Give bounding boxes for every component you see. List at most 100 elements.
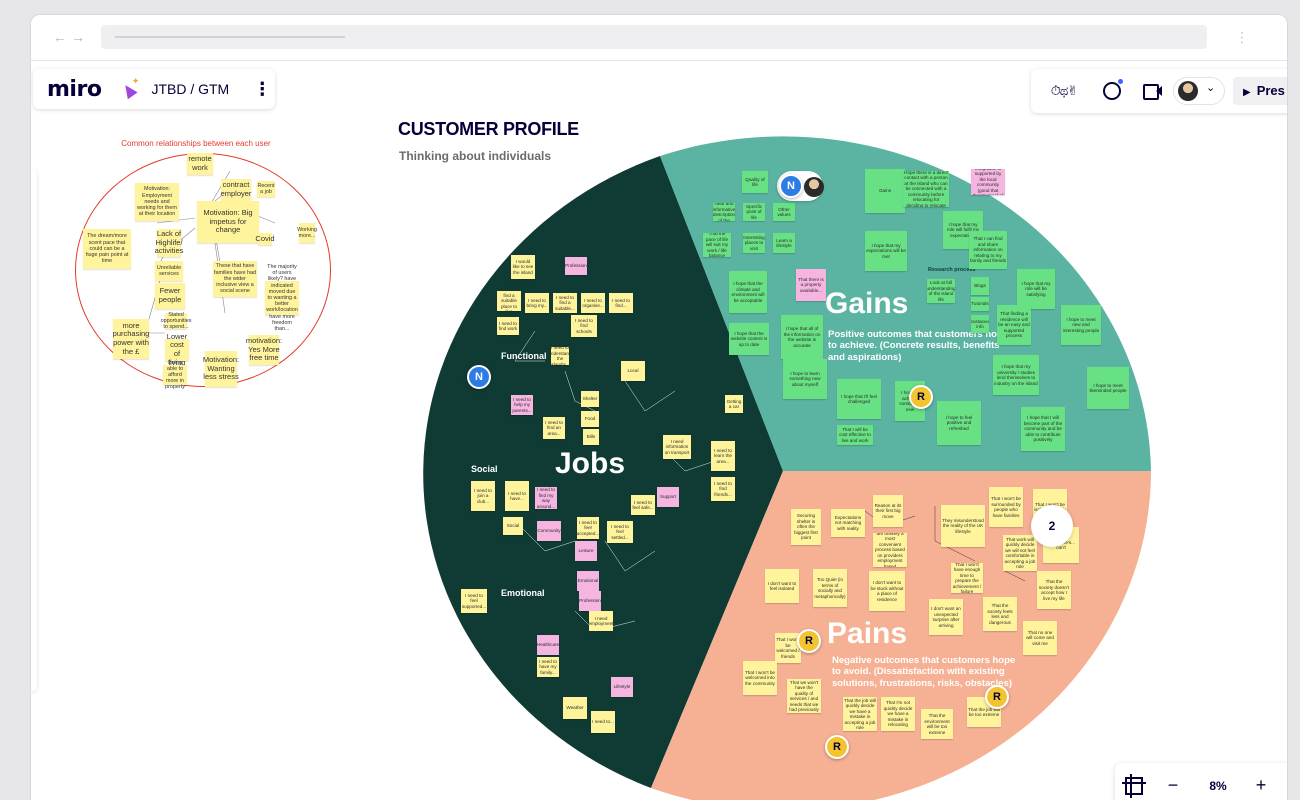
pain-sticky-note[interactable]: Reason to they are unlikely a most conve… bbox=[873, 533, 907, 567]
job-sticky-note[interactable]: I need to join a club... bbox=[471, 481, 495, 511]
pain-sticky-note[interactable]: That we won't have the quality of servic… bbox=[787, 679, 821, 713]
relationship-note[interactable]: motivation: Yes More free time bbox=[246, 335, 282, 365]
job-sticky-note[interactable]: Community bbox=[537, 521, 561, 541]
pain-sticky-note[interactable]: Securing shelter is often the biggest fi… bbox=[791, 509, 821, 545]
pain-sticky-note[interactable]: That I won't have enough time to prepare… bbox=[951, 563, 983, 593]
board-canvas[interactable]: miro JTBD / GTM ⋮ ⏱ಥ✌ ⌄ ▶ Pres Common rel… bbox=[31, 61, 1287, 800]
pain-sticky-note[interactable]: That the society doesn't accept how I li… bbox=[1037, 571, 1071, 609]
pain-sticky-note[interactable]: That the society feels less and dangerou… bbox=[983, 597, 1017, 631]
job-sticky-note[interactable]: I need to help my parents... bbox=[511, 395, 533, 415]
left-toolbar[interactable] bbox=[31, 171, 37, 691]
gain-sticky-note[interactable]: I hope to meet new and interesting peopl… bbox=[1061, 305, 1101, 345]
back-forward-icon[interactable]: ←→ bbox=[53, 29, 89, 45]
gain-sticky-note[interactable]: Look at full understanding of the island… bbox=[927, 279, 955, 303]
gain-sticky-note[interactable]: I hope that my university / studies lend… bbox=[993, 355, 1039, 395]
relationship-note[interactable]: Recent a job bbox=[257, 181, 275, 197]
chat-icon[interactable] bbox=[1103, 79, 1123, 100]
pain-sticky-note[interactable]: I don't want to be stuck without a place… bbox=[869, 571, 905, 611]
job-sticky-note[interactable]: Profession bbox=[579, 591, 601, 611]
gain-sticky-note[interactable]: That I can find a clear and informative … bbox=[713, 203, 735, 221]
pain-sticky-note[interactable]: That the environment will be too extreme bbox=[921, 709, 953, 739]
job-sticky-note[interactable]: I need to find... bbox=[609, 293, 633, 313]
job-sticky-note[interactable]: Getting a car bbox=[725, 395, 743, 413]
collaborator-cursor[interactable]: R bbox=[797, 629, 821, 653]
relationship-note[interactable]: The dream/more scent pace that could can… bbox=[83, 229, 131, 269]
gain-sticky-note[interactable]: Hope there is a direct contact with a pe… bbox=[903, 171, 949, 207]
job-sticky-note[interactable]: Bills bbox=[583, 429, 599, 445]
gain-sticky-note[interactable]: I hope to meet likeminded people bbox=[1087, 367, 1129, 409]
relationship-note[interactable]: Motivation: Wanting less stress bbox=[203, 351, 239, 387]
gain-sticky-note[interactable]: Tutorials bbox=[971, 297, 989, 311]
job-sticky-note[interactable]: Food bbox=[581, 411, 599, 427]
collaborator-cursor[interactable]: R bbox=[825, 735, 849, 759]
present-button[interactable]: ▶ Pres bbox=[1233, 77, 1287, 105]
gain-sticky-note[interactable]: I hope that I'll feel challenged bbox=[837, 379, 881, 419]
pain-sticky-note[interactable]: That no one will come and visit me bbox=[1023, 621, 1057, 655]
collaborator-cursor[interactable]: R bbox=[909, 385, 933, 409]
gain-sticky-note[interactable]: I hope that my role will fulfil my expec… bbox=[943, 211, 983, 249]
gain-sticky-note[interactable]: Quality of life bbox=[742, 171, 768, 193]
job-sticky-note[interactable]: I need to learn the area... bbox=[711, 441, 735, 471]
job-sticky-note[interactable]: Emotional bbox=[577, 571, 599, 591]
job-sticky-note[interactable]: I need to organise... bbox=[581, 293, 605, 313]
job-sticky-note[interactable]: I need to feel settled... bbox=[607, 521, 633, 543]
relationship-note[interactable]: Being able to afford more in property bbox=[163, 360, 187, 390]
relationship-note[interactable]: Working more... bbox=[297, 223, 317, 243]
gain-sticky-note[interactable]: Learn a lifestyle bbox=[773, 233, 795, 253]
pain-sticky-note[interactable]: That work will quickly decide we will no… bbox=[1003, 535, 1037, 571]
pain-sticky-note[interactable]: I don't want an unexpected surprise afte… bbox=[929, 599, 963, 635]
gain-sticky-note[interactable]: That there is a property available... bbox=[796, 269, 826, 301]
pain-sticky-note[interactable]: That I'm not quickly decide we have a mi… bbox=[881, 697, 915, 731]
job-sticky-note[interactable]: I need to find an area... bbox=[543, 417, 565, 439]
party-popper-icon[interactable] bbox=[121, 76, 140, 98]
job-sticky-note[interactable]: I need to find a suitable... bbox=[553, 293, 577, 313]
collaborator-cursor[interactable]: N bbox=[467, 365, 491, 389]
job-sticky-note[interactable]: I need to... bbox=[591, 711, 615, 733]
pain-sticky-note[interactable]: Expectations not matching with reality bbox=[831, 509, 865, 537]
user-menu[interactable]: ⌄ bbox=[1173, 77, 1225, 105]
job-sticky-note[interactable]: Profession bbox=[565, 257, 587, 275]
gain-sticky-note[interactable]: That I can find and share information on… bbox=[969, 231, 1007, 269]
gain-sticky-note[interactable]: That finding a residence will be an easy… bbox=[997, 305, 1031, 345]
job-sticky-note[interactable]: Healthcare bbox=[537, 635, 559, 655]
relationship-note[interactable]: Covid bbox=[255, 233, 275, 245]
job-sticky-note[interactable]: Support bbox=[657, 487, 679, 507]
fit-to-screen-icon[interactable] bbox=[1122, 774, 1146, 798]
gain-sticky-note[interactable]: I hope that all of the information on th… bbox=[781, 315, 823, 359]
collaborator-cursor[interactable]: R bbox=[985, 685, 1009, 709]
job-sticky-note[interactable]: I need to find my way around... bbox=[535, 487, 557, 509]
job-sticky-note[interactable]: I need to find work bbox=[497, 317, 519, 335]
pain-sticky-note[interactable]: I don't want to feel isolated bbox=[765, 569, 799, 603]
gain-sticky-note[interactable]: I hope that my role will be satisfying bbox=[1017, 269, 1055, 309]
job-sticky-note[interactable]: I need employment bbox=[589, 611, 613, 631]
gain-sticky-note[interactable]: Specific point of life bbox=[743, 203, 765, 221]
job-sticky-note[interactable]: I need to feel accepted... bbox=[577, 517, 599, 539]
pain-sticky-note[interactable]: They misunderstood the reality of the UK… bbox=[941, 505, 985, 547]
job-sticky-note[interactable]: Lifestyle bbox=[611, 677, 633, 697]
pain-sticky-note[interactable]: That I won't be surrounded by people who… bbox=[989, 487, 1023, 527]
miro-logo[interactable]: miro bbox=[47, 76, 102, 102]
job-sticky-note[interactable]: I need to feel supported... bbox=[461, 589, 487, 613]
video-icon[interactable] bbox=[1141, 81, 1163, 101]
gain-sticky-note[interactable]: Interesting places to visit bbox=[743, 233, 765, 253]
relationship-note[interactable]: contract employer bbox=[221, 179, 251, 201]
browser-menu-icon[interactable]: ⋮ bbox=[1235, 29, 1249, 45]
gain-sticky-note[interactable]: Other values bbox=[773, 203, 795, 221]
gain-sticky-note[interactable]: I hope that my expectations will be met bbox=[865, 231, 907, 271]
pain-sticky-note[interactable]: That the job will quickly decide we have… bbox=[843, 697, 877, 731]
relationship-note[interactable]: Unreliable services bbox=[155, 261, 183, 281]
pain-sticky-note[interactable]: Too Quiet (in terms of socially and meta… bbox=[813, 569, 847, 607]
job-sticky-note[interactable]: Social bbox=[503, 517, 523, 535]
job-sticky-note[interactable]: I would like to see the island bbox=[511, 255, 535, 279]
reactions-icon[interactable]: ⏱ಥ✌ bbox=[1050, 83, 1078, 98]
job-sticky-note[interactable]: Shelter bbox=[581, 391, 599, 407]
gain-sticky-note[interactable]: Gains bbox=[865, 169, 905, 213]
zoom-in-button[interactable]: + bbox=[1255, 775, 1267, 795]
job-sticky-note[interactable]: I need to understand the island's... bbox=[551, 347, 569, 365]
gain-sticky-note[interactable]: Blogs bbox=[971, 277, 989, 295]
pain-sticky-note[interactable]: Reason at its their first big move bbox=[873, 495, 903, 527]
job-sticky-note[interactable]: I need to find schools bbox=[571, 315, 597, 337]
job-sticky-note[interactable]: I need to bring my... bbox=[525, 293, 549, 313]
relationship-note[interactable]: Motivation: Employment needs and working… bbox=[135, 183, 179, 221]
job-sticky-note[interactable]: I need information on transport bbox=[663, 435, 691, 459]
